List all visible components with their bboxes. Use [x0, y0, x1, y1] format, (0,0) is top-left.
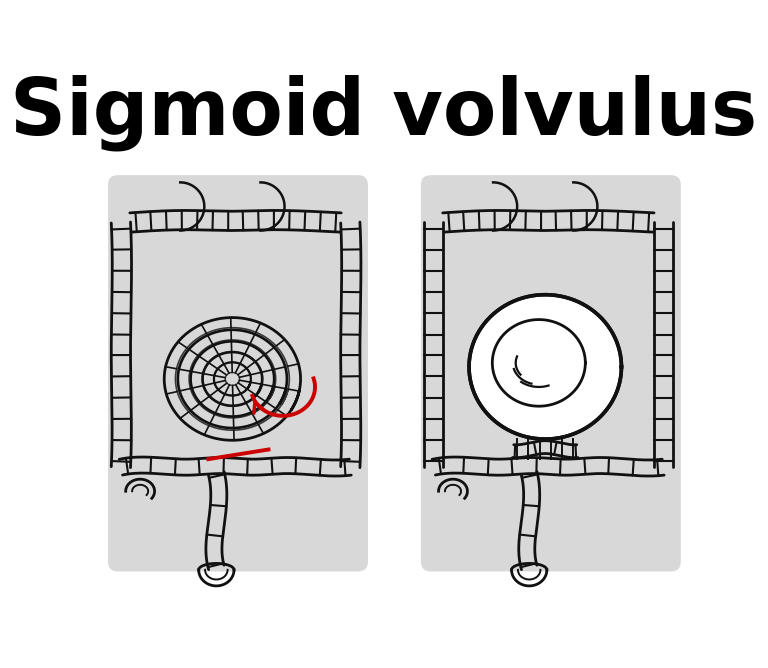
Text: Sigmoid volvulus: Sigmoid volvulus	[11, 74, 757, 150]
FancyBboxPatch shape	[108, 175, 368, 571]
Ellipse shape	[471, 297, 620, 438]
FancyBboxPatch shape	[421, 175, 680, 571]
